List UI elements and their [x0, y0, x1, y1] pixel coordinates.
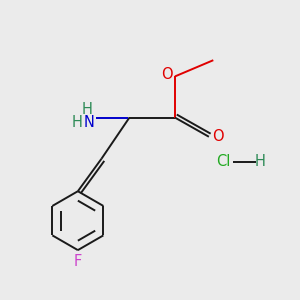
Text: F: F — [74, 254, 82, 269]
Text: O: O — [212, 129, 224, 144]
Text: O: O — [161, 68, 172, 82]
Text: H: H — [81, 102, 92, 117]
Text: Cl: Cl — [216, 154, 231, 169]
Text: N: N — [83, 116, 94, 130]
Text: H: H — [71, 116, 82, 130]
Text: H: H — [255, 154, 266, 169]
